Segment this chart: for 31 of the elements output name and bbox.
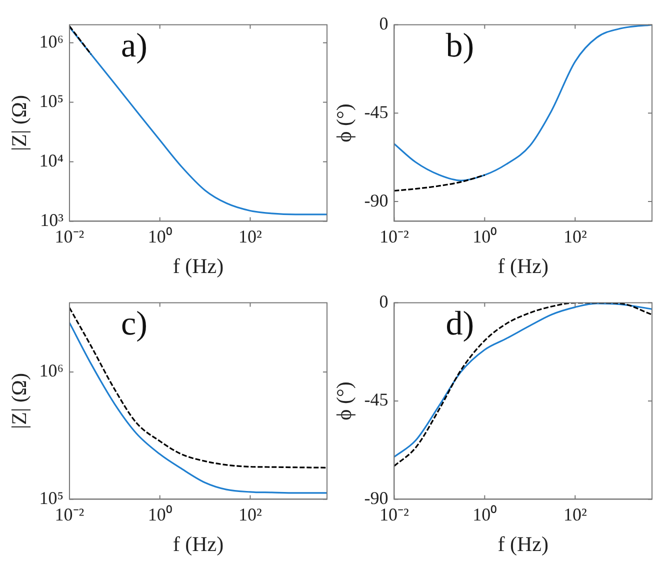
y-axis-title: ϕ (°) (332, 104, 356, 142)
annotation: a) (120, 28, 148, 65)
y-axis-title: ϕ (°) (332, 382, 356, 420)
y-tick-label: 10⁶ (39, 31, 64, 52)
y-tick-label: -45 (364, 102, 388, 122)
y-tick-label: 0 (379, 14, 388, 34)
y-tick-label: -45 (364, 390, 388, 410)
y-tick-label: -90 (364, 190, 388, 210)
x-tick-label: 10² (563, 226, 587, 247)
y-axis-title: |Z| (Ω) (7, 372, 32, 430)
x-tick-label: 10² (238, 504, 262, 525)
x-tick-label: 10⁻² (379, 226, 409, 247)
x-axis-title: f (Hz) (172, 254, 224, 278)
line-series (394, 174, 486, 192)
x-axis-title: f (Hz) (498, 254, 548, 278)
x-tick-label: 10⁰ (148, 504, 172, 525)
x-tick-label: 10² (238, 226, 262, 247)
x-tick-label: 10² (563, 504, 587, 525)
annotation: c) (120, 306, 148, 343)
y-tick-label: 10⁶ (39, 360, 64, 381)
x-axis-title: f (Hz) (498, 532, 548, 556)
y-tick-label: 10⁵ (39, 90, 64, 111)
x-axis-title: f (Hz) (172, 532, 224, 556)
annotation: d) (446, 306, 474, 343)
x-tick-label: 10⁰ (472, 226, 497, 247)
y-axis-title: |Z| (Ω) (7, 94, 32, 152)
annotation: b) (446, 28, 474, 65)
y-tick-label: 0 (379, 292, 388, 312)
x-tick-label: 10⁰ (148, 226, 172, 247)
x-tick-label: 10⁰ (472, 504, 497, 525)
y-tick-label: 10⁴ (39, 150, 64, 170)
